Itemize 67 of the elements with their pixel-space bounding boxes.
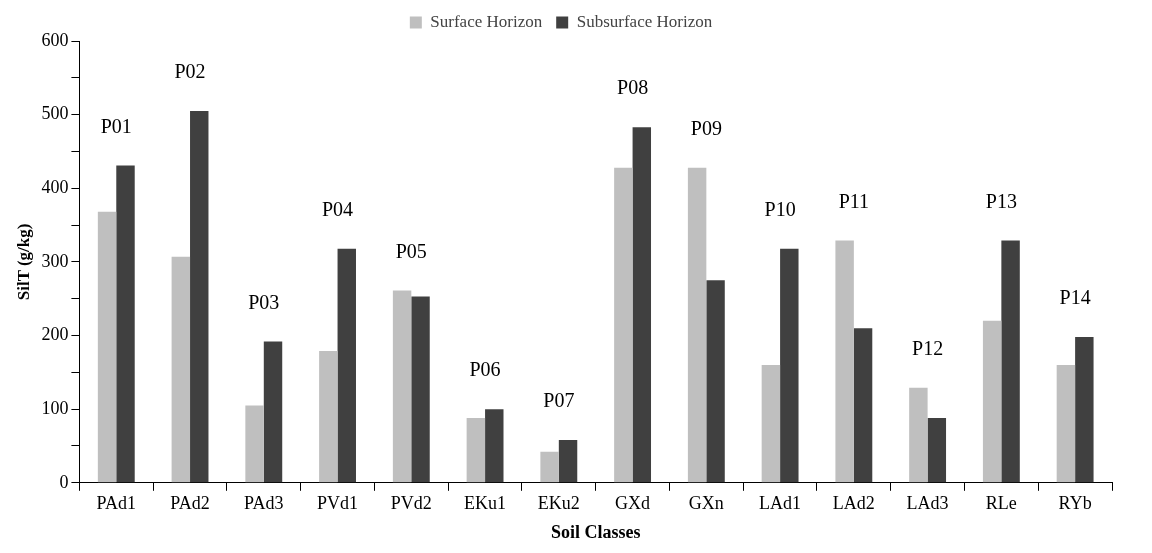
x-tick-label: RYb	[1058, 493, 1092, 514]
x-tick-label: PVd2	[390, 493, 432, 514]
annotation: P03	[248, 290, 280, 313]
annotation: P01	[100, 114, 132, 137]
x-tick-label: GXd	[615, 493, 651, 514]
bar	[1056, 364, 1076, 483]
x-tick-label: LAd1	[759, 493, 802, 514]
bar	[706, 280, 725, 483]
bar	[411, 296, 430, 483]
bar	[632, 127, 652, 483]
legend-label: Subsurface Horizon	[576, 11, 713, 31]
x-tick-label: PVd1	[317, 493, 359, 514]
annotation: P13	[985, 189, 1017, 212]
annotation: P04	[321, 197, 354, 220]
y-tick-label: 300	[41, 250, 69, 271]
bar	[263, 341, 283, 483]
y-tick-label: 200	[41, 324, 69, 345]
bar	[780, 248, 799, 483]
bar	[835, 240, 854, 483]
x-tick-label: RLe	[985, 493, 1017, 514]
x-axis-title: Soil Classes	[550, 521, 641, 542]
annotation: P06	[469, 358, 501, 381]
bar	[171, 256, 191, 483]
bar	[392, 290, 412, 483]
x-tick-label: PAd3	[244, 493, 284, 514]
bar	[190, 110, 209, 483]
x-tick-label: LAd2	[832, 493, 875, 514]
y-tick-label: 600	[41, 29, 69, 50]
y-tick-label: 500	[41, 103, 69, 124]
bar	[337, 248, 356, 483]
bar	[540, 451, 559, 483]
y-tick-label: 400	[41, 177, 69, 197]
y-tick-label: 100	[41, 397, 69, 418]
bar	[982, 320, 1002, 483]
annotation: P02	[174, 60, 206, 83]
y-axis-title: SilT (g/kg)	[13, 223, 33, 301]
bar	[485, 409, 504, 483]
bar	[319, 351, 338, 483]
bar	[245, 405, 264, 483]
y-tick-label: 0	[59, 471, 69, 492]
x-tick-label: PAd2	[170, 493, 210, 514]
bar	[687, 167, 707, 483]
x-tick-label: GXn	[688, 493, 724, 514]
bar	[909, 387, 928, 483]
annotation: P11	[838, 189, 870, 212]
x-tick-label: EKu1	[464, 493, 507, 514]
bar	[466, 418, 486, 483]
annotation: P14	[1059, 286, 1091, 309]
x-tick-label: LAd3	[906, 493, 949, 514]
bar	[761, 364, 781, 483]
annotation: P05	[395, 239, 427, 262]
annotation: P10	[764, 197, 796, 220]
bar	[1001, 240, 1020, 483]
annotation: P12	[912, 337, 944, 360]
annotation: P08	[617, 76, 649, 99]
bar	[97, 211, 117, 483]
bar	[558, 440, 578, 483]
legend-label: Surface Horizon	[430, 11, 543, 31]
bar	[614, 167, 633, 483]
bar	[1075, 337, 1094, 483]
annotation: P07	[543, 389, 575, 412]
bar	[853, 328, 873, 483]
bar	[116, 165, 135, 483]
bar	[927, 418, 947, 483]
x-tick-label: PAd1	[96, 493, 136, 514]
annotation: P09	[690, 116, 722, 139]
x-tick-label: EKu2	[537, 493, 580, 514]
